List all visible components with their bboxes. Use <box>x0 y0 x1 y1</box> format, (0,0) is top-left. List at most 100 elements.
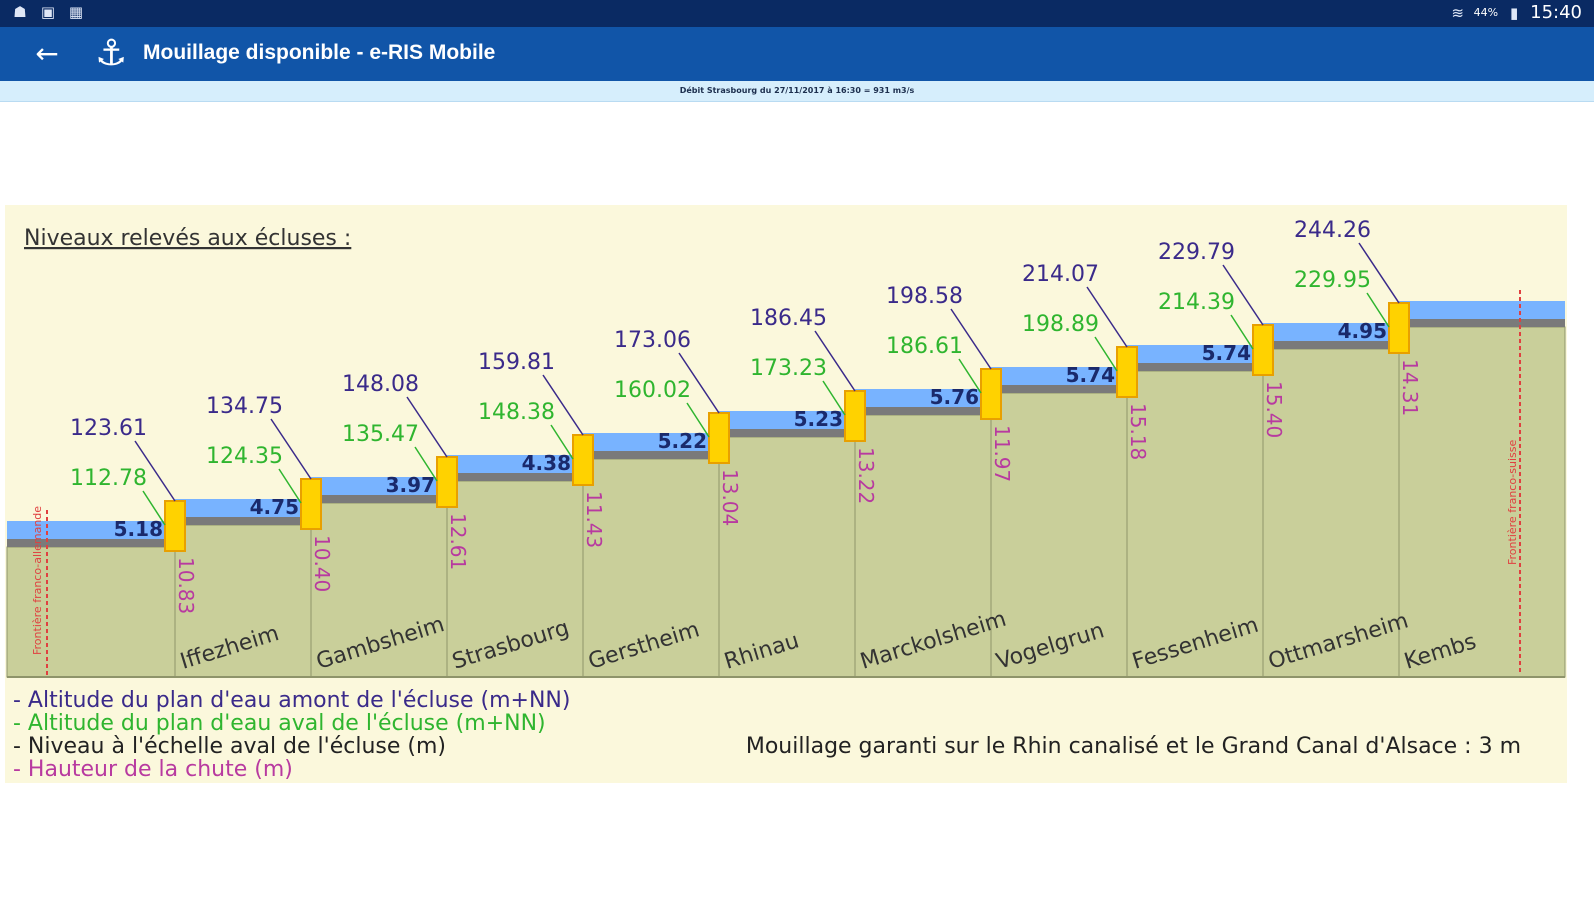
anchor-icon: ⚓ <box>95 33 128 74</box>
wifi-icon: ≋ <box>1451 3 1464 22</box>
river-bed <box>991 385 1127 393</box>
downstream-altitude-label: 160.02 <box>614 378 691 403</box>
downstream-gauge-label: 5.76 <box>930 385 979 409</box>
fall-height-label: 13.22 <box>854 447 878 504</box>
downstream-altitude-label: 198.89 <box>1022 312 1099 337</box>
ground-segment <box>1398 326 1566 678</box>
water-stretch <box>311 477 447 495</box>
downstream-gauge-label: 5.23 <box>794 407 843 431</box>
ground-layer <box>6 326 1566 678</box>
status-icons-left: ☗ ▣ ▦ <box>10 3 86 21</box>
lock-gate <box>708 412 730 464</box>
downstream-gauge-label: 5.18 <box>114 517 163 541</box>
ground-segment <box>718 436 856 678</box>
lock-gate <box>300 478 322 530</box>
river-bed <box>583 451 719 459</box>
diagram-title: Niveaux relevés aux écluses : <box>24 226 351 251</box>
downstream-gauge-label: 5.74 <box>1066 363 1115 387</box>
app-title: Mouillage disponible - e-RIS Mobile <box>143 41 496 64</box>
lock-gate <box>436 456 458 508</box>
downstream-leader-line <box>686 402 710 438</box>
app-bar: ← ⚓ Mouillage disponible - e-RIS Mobile <box>0 27 1594 81</box>
downstream-leader-line <box>550 424 574 460</box>
river-bed <box>7 539 175 547</box>
fall-height-label: 15.40 <box>1262 381 1286 438</box>
lock-gate <box>844 390 866 442</box>
downstream-leader-line <box>142 490 166 526</box>
fall-height-label: 14.31 <box>1398 359 1422 416</box>
water-layer <box>7 301 1565 547</box>
fall-height-label: 11.43 <box>582 491 606 548</box>
water-stretch <box>1127 345 1263 363</box>
water-stretch <box>991 367 1127 385</box>
ground-segment <box>854 414 992 678</box>
ground-segment <box>6 546 176 678</box>
downstream-gauge-label: 5.74 <box>1202 341 1251 365</box>
legend-item: - Hauteur de la chute (m) <box>13 757 293 782</box>
downstream-altitude-label: 214.39 <box>1158 290 1235 315</box>
downstream-altitude-label: 148.38 <box>478 400 555 425</box>
border-label-right: Frontière franco-suisse <box>1506 440 1519 565</box>
downstream-leader-line <box>1094 336 1118 372</box>
ground-segment <box>310 502 448 678</box>
downstream-leader-line <box>958 358 982 394</box>
ground-segment <box>1126 370 1264 678</box>
ground-segment <box>446 480 584 678</box>
upstream-leader-line <box>270 418 312 480</box>
water-stretch <box>1263 323 1399 341</box>
fall-height-label: 15.18 <box>1126 403 1150 460</box>
fall-height-label: 12.61 <box>446 513 470 570</box>
downstream-gauge-label: 4.38 <box>522 451 571 475</box>
image-icon: ☗ <box>13 3 27 21</box>
upstream-leader-line <box>1086 286 1128 348</box>
fall-height-label: 10.40 <box>310 535 334 592</box>
river-bed <box>447 473 583 481</box>
water-stretch <box>719 411 855 429</box>
upstream-leader-line <box>1358 242 1400 304</box>
downstream-leader-line <box>414 446 438 482</box>
flow-info-bar: Débit Strasbourg du 27/11/2017 à 16:30 =… <box>0 81 1594 102</box>
river-bed <box>175 517 311 525</box>
river-bed <box>311 495 447 503</box>
guaranteed-depth-note: Mouillage garanti sur le Rhin canalisé e… <box>746 734 1521 759</box>
river-bed <box>1263 341 1399 349</box>
upstream-altitude-label: 186.45 <box>750 306 827 331</box>
upstream-leader-line <box>406 396 448 458</box>
upstream-leader-line <box>134 440 176 502</box>
border-label-left: Frontière franco-allemande <box>31 506 44 655</box>
status-icons-right: ≋ 44% ▮ 15:40 <box>1448 2 1582 23</box>
downstream-leader-line <box>1230 314 1254 350</box>
ground-segment <box>990 392 1128 678</box>
downstream-altitude-label: 112.78 <box>70 466 147 491</box>
legend-item: - Altitude du plan d'eau aval de l'éclus… <box>13 711 546 736</box>
lock-gate <box>572 434 594 486</box>
upstream-altitude-label: 229.79 <box>1158 240 1235 265</box>
locks-diagram: Niveaux relevés aux écluses : 5.18 10.83 1… <box>5 205 1567 783</box>
legend: - Altitude du plan d'eau amont de l'éclu… <box>13 688 570 782</box>
upstream-altitude-label: 214.07 <box>1022 262 1099 287</box>
lock-gate <box>1116 346 1138 398</box>
water-stretch <box>855 389 991 407</box>
water-stretch <box>1399 301 1565 319</box>
upstream-leader-line <box>950 308 992 370</box>
upstream-altitude-label: 173.06 <box>614 328 691 353</box>
lock-gate <box>980 368 1002 420</box>
battery-icon: ▮ <box>1509 3 1519 22</box>
downstream-altitude-label: 124.35 <box>206 444 283 469</box>
lock-gate <box>1388 302 1410 354</box>
back-arrow-icon[interactable]: ← <box>35 37 59 70</box>
river-bed <box>719 429 855 437</box>
legend-item: - Altitude du plan d'eau amont de l'éclu… <box>13 688 570 713</box>
upstream-altitude-label: 134.75 <box>206 394 283 419</box>
upstream-leader-line <box>678 352 720 414</box>
upstream-leader-line <box>542 374 584 436</box>
legend-item: - Niveau à l'échelle aval de l'écluse (m… <box>13 734 446 759</box>
tablet-icon: ▣ <box>40 3 56 21</box>
downstream-altitude-label: 135.47 <box>342 422 419 447</box>
upstream-altitude-label: 244.26 <box>1294 218 1371 243</box>
fall-height-label: 13.04 <box>718 469 742 526</box>
lock-gate <box>164 500 186 552</box>
river-bed <box>855 407 991 415</box>
upstream-altitude-label: 148.08 <box>342 372 419 397</box>
gate-layer <box>164 302 1410 552</box>
